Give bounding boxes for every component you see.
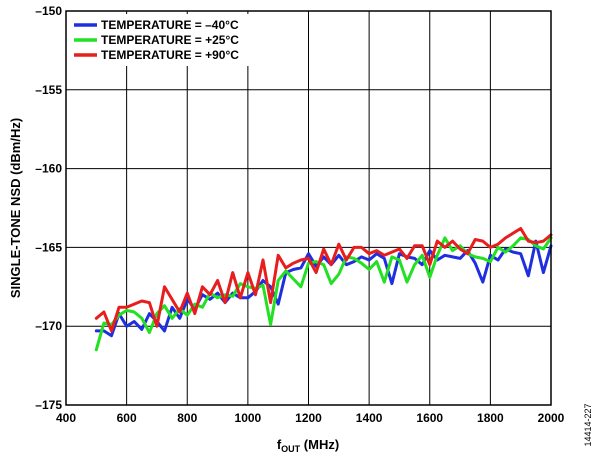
x-tick-label: 1600 — [416, 411, 443, 425]
x-tick-label: 1400 — [356, 411, 383, 425]
x-axis-title: fOUT (MHz) — [277, 437, 339, 454]
y-tick-label: –165 — [35, 240, 62, 254]
x-tick-label: 800 — [177, 411, 197, 425]
x-tick-label: 1200 — [295, 411, 322, 425]
series-line-2 — [94, 236, 553, 352]
legend-label: TEMPERATURE = +90°C — [101, 48, 239, 62]
y-tick-label: –150 — [35, 4, 62, 18]
x-tick-label: 1800 — [477, 411, 504, 425]
x-tick-label: 400 — [56, 411, 76, 425]
x-axis-title-sub: OUT — [281, 444, 301, 454]
legend-background — [70, 14, 302, 66]
figure-id: 14414-227 — [583, 403, 593, 446]
y-tick-label: –155 — [35, 83, 62, 97]
y-axis-title: SINGLE-TONE NSD (dBm/Hz) — [8, 118, 23, 298]
x-axis-title-unit: (MHz) — [300, 437, 339, 452]
x-tick-labels: 400 600 800 1000 1200 1400 1600 1800 2000 — [56, 411, 565, 425]
plot-frame — [65, 10, 552, 406]
x-tick-label: 2000 — [538, 411, 565, 425]
x-tick-label: 1000 — [235, 411, 262, 425]
x-tick-label: 600 — [117, 411, 137, 425]
y-tick-label: –160 — [35, 162, 62, 176]
y-tick-label: –170 — [35, 319, 62, 333]
y-tick-label: –175 — [35, 398, 62, 412]
series-line-1 — [94, 239, 553, 338]
grid — [66, 11, 551, 405]
legend-label: TEMPERATURE = –40°C — [101, 18, 239, 32]
series-lines — [94, 227, 553, 352]
series-line-3 — [94, 227, 553, 333]
legend-label: TEMPERATURE = +25°C — [101, 33, 239, 47]
x-axis-title-main: f — [277, 437, 282, 452]
y-tick-labels: –150 –155 –160 –165 –170 –175 — [35, 4, 62, 412]
